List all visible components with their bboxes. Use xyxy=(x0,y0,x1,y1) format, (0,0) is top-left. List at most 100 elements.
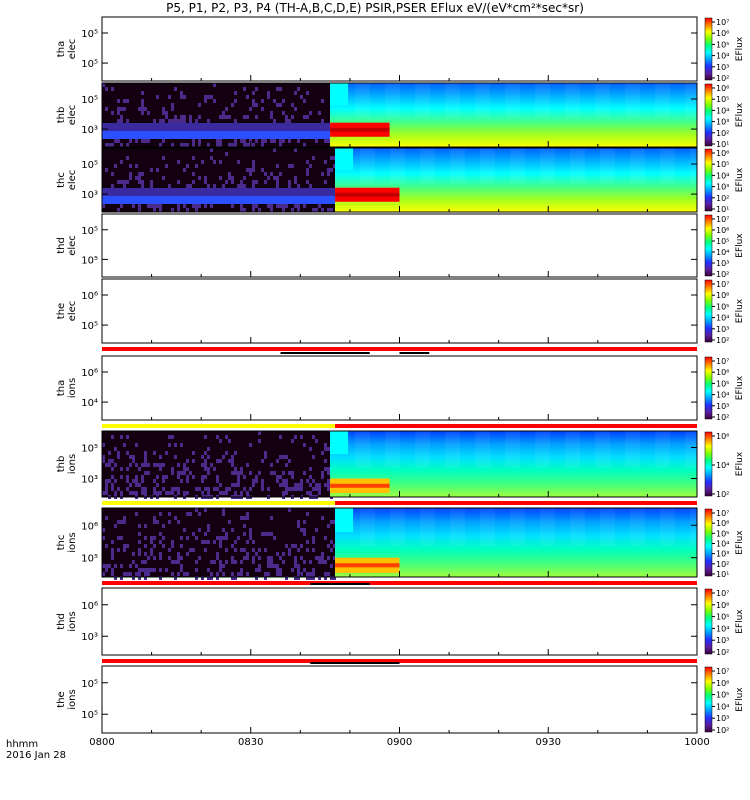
colorbar-tick-label: 10⁴ xyxy=(716,52,729,61)
spectrogram-cell xyxy=(132,200,135,204)
spectrogram-cell xyxy=(279,455,282,459)
spectrogram-cell xyxy=(186,552,189,556)
colorbar-tick-label: 10⁶ xyxy=(716,368,729,377)
spectrogram-cell xyxy=(294,192,297,196)
spectrogram-cell xyxy=(156,483,159,487)
spectrogram-cell xyxy=(327,127,330,131)
spectrogram-cell xyxy=(306,512,309,516)
spectrogram-cell xyxy=(330,188,333,192)
spectrogram-cell xyxy=(276,552,279,556)
spectrogram-cell xyxy=(222,188,225,192)
spectrogram-cell xyxy=(312,435,315,439)
spectrogram-cell xyxy=(318,487,321,491)
spectrogram-cell xyxy=(177,188,180,192)
spectrogram-cell xyxy=(165,200,168,204)
spectrogram-cell xyxy=(267,123,270,127)
spectrogram-cell xyxy=(162,524,165,528)
spectrogram-cell xyxy=(327,139,330,143)
spectrogram-cell xyxy=(114,192,117,196)
spectrogram-cell xyxy=(288,123,291,127)
spectrogram-cell xyxy=(102,455,105,459)
spectrogram-cell xyxy=(156,123,159,127)
spectrogram-cell xyxy=(108,131,111,135)
spectrogram-cell xyxy=(294,188,297,192)
spectrogram-cell xyxy=(300,95,303,99)
spectrogram-cell xyxy=(216,139,219,143)
spectrogram-cell xyxy=(240,180,243,184)
spectrogram-cell xyxy=(135,443,138,447)
spectrogram-cell xyxy=(252,99,255,103)
spectrogram-cell xyxy=(297,568,300,572)
spectrogram-cell xyxy=(246,512,249,516)
spectrogram-cell xyxy=(282,455,285,459)
spectrogram-cell xyxy=(333,544,336,548)
spectrogram-cell xyxy=(279,435,282,439)
spectrogram-cell xyxy=(186,143,189,147)
colorbar-label: EFlux xyxy=(735,233,745,258)
spectrogram-cell xyxy=(171,471,174,475)
spectrogram-cell xyxy=(333,196,336,200)
spectrogram-cell xyxy=(132,135,135,139)
spectrogram-cell xyxy=(231,127,234,131)
spectrogram-cell xyxy=(192,532,195,536)
spectrogram-cell xyxy=(138,576,141,580)
spectrogram-cell xyxy=(171,491,174,495)
spectrogram-cell xyxy=(171,200,174,204)
spectrogram-cell xyxy=(141,184,144,188)
spectrogram-time-bin xyxy=(535,83,551,119)
spectrogram-cell xyxy=(321,188,324,192)
spectrogram-time-bin xyxy=(565,431,581,468)
spectrogram-cell xyxy=(309,196,312,200)
spectrogram-cell xyxy=(156,135,159,139)
spectrogram-cell xyxy=(180,564,183,568)
spectrogram-cell xyxy=(153,520,156,524)
spectrogram-cell xyxy=(135,131,138,135)
spectrogram-cell xyxy=(210,148,213,152)
colorbar-tick-label: 10⁶ xyxy=(716,519,729,528)
spectrogram-cell xyxy=(111,548,114,552)
spectrogram-cell xyxy=(273,148,276,152)
spectrogram-cell xyxy=(126,487,129,491)
spectrogram-cell xyxy=(315,200,318,204)
spectrogram-cell xyxy=(291,475,294,479)
panel-frame xyxy=(101,16,698,82)
spectrogram-cell xyxy=(282,139,285,143)
spectrogram-cell xyxy=(171,127,174,131)
spectrogram-cell xyxy=(285,455,288,459)
spectrogram-cell xyxy=(279,200,282,204)
spectrogram-cell xyxy=(291,487,294,491)
spectrogram-cell xyxy=(237,200,240,204)
spectrogram-cell xyxy=(126,196,129,200)
spectrogram-cell xyxy=(180,131,183,135)
spectrogram-cell xyxy=(270,131,273,135)
spectrogram-cell xyxy=(120,564,123,568)
spectrogram-cell xyxy=(192,192,195,196)
spectrogram-cell xyxy=(156,127,159,131)
spectrogram-cell xyxy=(279,172,282,176)
panel-label: theelec xyxy=(56,301,78,322)
spectrogram-cell xyxy=(144,552,147,556)
spectrogram-cell xyxy=(105,479,108,483)
spectrogram-cell xyxy=(255,196,258,200)
spectrogram-cell xyxy=(186,123,189,127)
spectrogram-cell xyxy=(225,451,228,455)
spectrogram-time-bin xyxy=(625,431,641,468)
spectrogram-cell xyxy=(228,135,231,139)
spectrogram-cell xyxy=(132,204,135,208)
spectrogram-cell xyxy=(309,127,312,131)
x-tick-label: 1000 xyxy=(684,737,709,748)
spectrogram-cell xyxy=(147,127,150,131)
spectrogram-cell xyxy=(162,127,165,131)
spectrogram-cell xyxy=(309,483,312,487)
spectrogram-cell xyxy=(180,544,183,548)
spectrogram-cell xyxy=(249,127,252,131)
spectrogram-cell xyxy=(300,188,303,192)
spectrogram-cell xyxy=(327,200,330,204)
spectrogram-cell xyxy=(153,192,156,196)
colorbar-tick-label: 10⁵ xyxy=(716,160,729,169)
spectrogram-cell xyxy=(135,176,138,180)
spectrogram-cell xyxy=(147,463,150,467)
spectrogram-cell xyxy=(159,576,162,580)
spectrogram-cell xyxy=(204,467,207,471)
spectrogram-cell xyxy=(102,188,105,192)
